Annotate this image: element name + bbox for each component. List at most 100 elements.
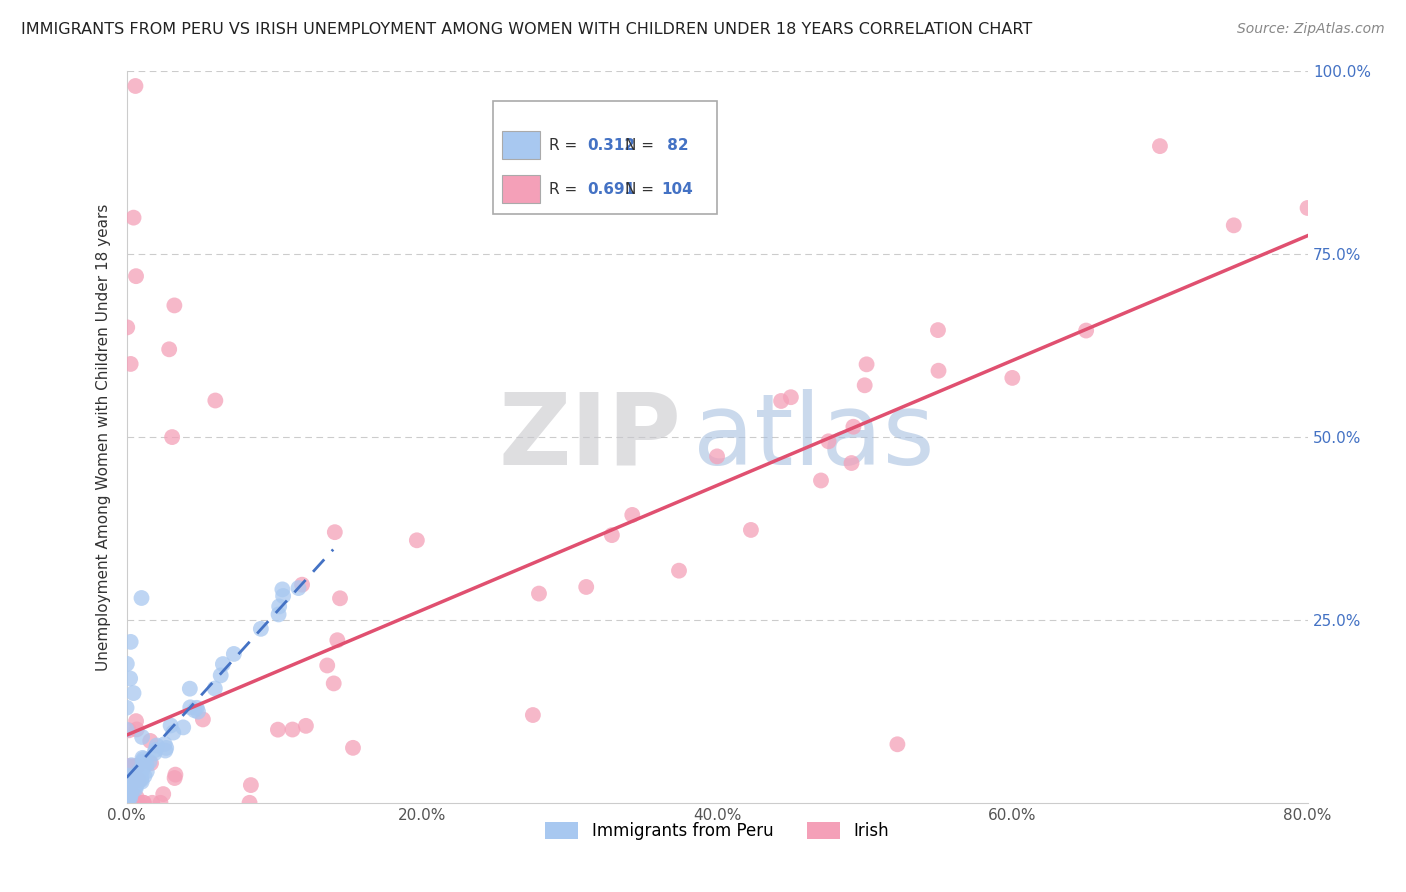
Point xyxy=(118,796,141,810)
Point xyxy=(120,761,142,775)
Point xyxy=(149,796,172,810)
Point xyxy=(810,474,832,488)
Point xyxy=(117,772,139,787)
Point xyxy=(118,769,141,783)
Point xyxy=(159,718,181,732)
Point xyxy=(121,796,143,810)
Point xyxy=(132,796,155,810)
Point xyxy=(770,394,793,409)
Point xyxy=(153,737,176,751)
Point xyxy=(132,796,155,810)
Point xyxy=(117,785,139,799)
Point xyxy=(115,796,138,810)
Point xyxy=(120,787,142,801)
Point xyxy=(124,781,146,796)
Point xyxy=(842,419,865,434)
Point xyxy=(600,528,623,542)
Point xyxy=(121,796,143,810)
Point xyxy=(128,773,150,788)
Point xyxy=(117,759,139,773)
Point xyxy=(117,794,139,808)
Point xyxy=(1296,201,1319,215)
Point xyxy=(145,743,167,757)
Point xyxy=(886,737,908,751)
Point xyxy=(706,450,728,464)
Point xyxy=(172,720,194,734)
Point xyxy=(120,790,142,805)
Point xyxy=(162,725,184,739)
FancyBboxPatch shape xyxy=(492,101,717,214)
Y-axis label: Unemployment Among Women with Children Under 18 years: Unemployment Among Women with Children U… xyxy=(96,203,111,671)
Point xyxy=(187,705,209,719)
Point xyxy=(853,378,876,392)
Point xyxy=(118,786,141,800)
Point xyxy=(316,658,339,673)
Point xyxy=(124,771,146,785)
Text: R =: R = xyxy=(550,182,582,197)
Point xyxy=(131,730,153,744)
Text: N =: N = xyxy=(624,182,659,197)
Point xyxy=(841,456,863,470)
Point xyxy=(239,778,262,792)
Point xyxy=(129,771,152,785)
Point xyxy=(132,758,155,772)
Point xyxy=(155,743,177,757)
Point xyxy=(129,772,152,787)
Point xyxy=(267,607,290,622)
Point xyxy=(125,773,148,788)
Point xyxy=(163,298,186,312)
Point xyxy=(125,269,148,284)
Point xyxy=(121,796,143,810)
Point xyxy=(117,781,139,796)
Point xyxy=(160,430,183,444)
Point xyxy=(527,586,550,600)
Point xyxy=(117,761,139,775)
Point xyxy=(238,796,260,810)
Point xyxy=(817,434,839,449)
Point xyxy=(118,776,141,790)
Point xyxy=(125,779,148,793)
Point xyxy=(127,759,149,773)
Point xyxy=(269,599,291,614)
Point xyxy=(855,357,877,371)
Point xyxy=(115,657,138,671)
Point xyxy=(115,320,138,334)
Point xyxy=(127,796,149,810)
Point xyxy=(141,796,163,810)
Point xyxy=(131,751,153,765)
Point xyxy=(131,774,153,789)
Point xyxy=(165,767,187,781)
FancyBboxPatch shape xyxy=(502,131,540,159)
Point xyxy=(145,739,167,753)
Point xyxy=(287,581,309,595)
Point xyxy=(135,764,157,779)
Point xyxy=(120,785,142,799)
Point xyxy=(131,755,153,769)
Point xyxy=(127,776,149,790)
Point xyxy=(740,523,762,537)
Point xyxy=(120,772,142,786)
Point xyxy=(117,796,139,810)
Legend: Immigrants from Peru, Irish: Immigrants from Peru, Irish xyxy=(538,815,896,847)
Point xyxy=(120,635,142,649)
Point xyxy=(780,390,803,404)
Point xyxy=(927,323,949,337)
Point xyxy=(139,734,162,748)
Point xyxy=(668,564,690,578)
Point xyxy=(267,723,290,737)
Point xyxy=(120,796,142,810)
Point xyxy=(135,757,157,772)
Point xyxy=(179,700,201,714)
Point xyxy=(124,78,146,93)
Point xyxy=(122,686,145,700)
Point xyxy=(128,773,150,788)
Point xyxy=(204,393,226,408)
Text: 0.312: 0.312 xyxy=(588,138,636,153)
Point xyxy=(117,791,139,805)
Point xyxy=(295,719,318,733)
Point xyxy=(522,708,544,723)
Point xyxy=(131,591,153,605)
Text: IMMIGRANTS FROM PERU VS IRISH UNEMPLOYMENT AMONG WOMEN WITH CHILDREN UNDER 18 YE: IMMIGRANTS FROM PERU VS IRISH UNEMPLOYME… xyxy=(21,22,1032,37)
Point xyxy=(115,723,138,737)
Point xyxy=(191,713,214,727)
